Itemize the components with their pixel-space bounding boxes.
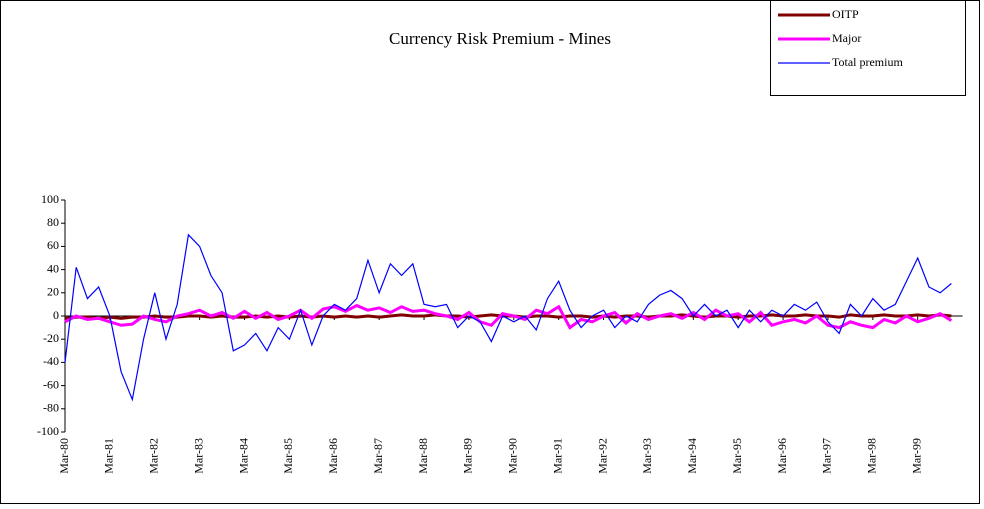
x-tick-label: Mar-93 bbox=[640, 438, 654, 474]
x-tick-label: Mar-83 bbox=[191, 438, 205, 474]
x-tick-label: Mar-82 bbox=[147, 438, 161, 474]
x-tick-label: Mar-94 bbox=[685, 438, 699, 474]
x-tick-label: Mar-81 bbox=[102, 438, 116, 474]
legend-label: Total premium bbox=[832, 55, 903, 69]
x-tick-label: Mar-89 bbox=[461, 438, 475, 474]
x-tick-label: Mar-85 bbox=[281, 438, 295, 474]
y-tick-label: 40 bbox=[47, 261, 59, 275]
y-tick-label: -60 bbox=[43, 377, 59, 391]
y-tick-label: 80 bbox=[47, 215, 59, 229]
x-tick-label: Mar-90 bbox=[506, 438, 520, 474]
series-line bbox=[64, 233, 952, 402]
x-tick-label: Mar-92 bbox=[595, 438, 609, 474]
y-tick-label: 0 bbox=[53, 308, 59, 322]
y-tick-label: 60 bbox=[47, 238, 59, 252]
x-tick-label: Mar-91 bbox=[550, 438, 564, 474]
series-line bbox=[64, 303, 953, 330]
chart-title: Currency Risk Premium - Mines bbox=[389, 29, 611, 48]
x-tick-label: Mar-87 bbox=[371, 438, 385, 474]
x-tick-label: Mar-80 bbox=[57, 438, 71, 474]
x-tick-label: Mar-84 bbox=[236, 438, 250, 474]
y-tick-label: -40 bbox=[43, 354, 59, 368]
y-tick-label: -80 bbox=[43, 401, 59, 415]
y-tick-label: 20 bbox=[47, 285, 59, 299]
y-tick-label: -100 bbox=[37, 424, 59, 438]
y-tick-label: 100 bbox=[41, 192, 59, 206]
y-tick-label: -20 bbox=[43, 331, 59, 345]
x-tick-label: Mar-98 bbox=[865, 438, 879, 474]
x-tick-label: Mar-96 bbox=[775, 438, 789, 474]
x-tick-label: Mar-95 bbox=[730, 438, 744, 474]
x-tick-label: Mar-86 bbox=[326, 438, 340, 474]
x-tick-label: Mar-99 bbox=[909, 438, 923, 474]
legend-label: Major bbox=[832, 31, 861, 45]
legend-label: OITP bbox=[832, 7, 859, 21]
x-tick-label: Mar-97 bbox=[820, 438, 834, 474]
x-tick-label: Mar-88 bbox=[416, 438, 430, 474]
